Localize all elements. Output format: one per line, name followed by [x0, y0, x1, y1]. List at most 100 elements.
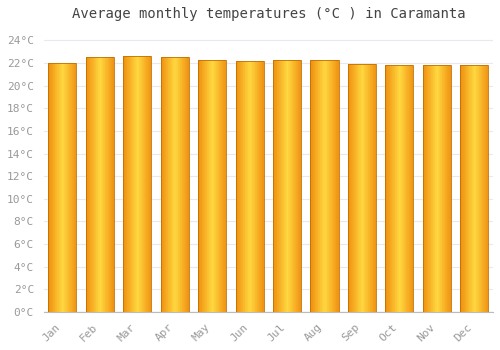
Title: Average monthly temperatures (°C ) in Caramanta: Average monthly temperatures (°C ) in Ca…	[72, 7, 465, 21]
Bar	[436, 65, 437, 312]
Bar	[321, 60, 322, 312]
Bar	[60, 63, 61, 312]
Bar	[186, 57, 188, 312]
Bar	[398, 65, 400, 312]
Bar	[206, 60, 208, 312]
Bar	[410, 65, 412, 312]
Bar	[237, 61, 238, 312]
Bar	[429, 65, 430, 312]
Bar	[179, 57, 180, 312]
Bar	[183, 57, 184, 312]
Bar	[316, 60, 317, 312]
Bar	[427, 65, 428, 312]
Bar	[136, 56, 138, 312]
Bar	[65, 63, 66, 312]
Bar	[242, 61, 244, 312]
Bar	[412, 65, 413, 312]
Bar	[476, 65, 477, 312]
Bar	[71, 63, 72, 312]
Bar	[286, 60, 287, 312]
Bar	[317, 60, 318, 312]
Bar	[167, 57, 168, 312]
Bar	[72, 63, 73, 312]
Bar	[325, 60, 326, 312]
Bar	[182, 57, 183, 312]
Bar	[59, 63, 60, 312]
Bar	[450, 65, 451, 312]
Bar	[129, 56, 130, 312]
Bar	[236, 61, 237, 312]
Bar	[386, 65, 387, 312]
Bar	[300, 60, 301, 312]
Bar	[198, 60, 199, 312]
Bar	[51, 63, 52, 312]
Bar	[294, 60, 295, 312]
Bar	[236, 61, 264, 312]
Bar	[96, 57, 97, 312]
Bar	[289, 60, 290, 312]
Bar	[181, 57, 182, 312]
Bar	[62, 63, 63, 312]
Bar	[357, 64, 358, 312]
Bar	[199, 60, 200, 312]
Bar	[172, 57, 174, 312]
Bar	[358, 64, 359, 312]
Bar	[143, 56, 144, 312]
Bar	[107, 57, 108, 312]
Bar	[88, 57, 90, 312]
Bar	[142, 56, 143, 312]
Bar	[141, 56, 142, 312]
Bar	[247, 61, 248, 312]
Bar	[444, 65, 446, 312]
Bar	[392, 65, 393, 312]
Bar	[296, 60, 297, 312]
Bar	[395, 65, 396, 312]
Bar	[261, 61, 262, 312]
Bar	[198, 60, 226, 312]
Bar	[473, 65, 474, 312]
Bar	[113, 57, 114, 312]
Bar	[332, 60, 333, 312]
Bar	[249, 61, 250, 312]
Bar	[105, 57, 106, 312]
Bar	[290, 60, 292, 312]
Bar	[123, 56, 124, 312]
Bar	[94, 57, 95, 312]
Bar	[446, 65, 448, 312]
Bar	[174, 57, 176, 312]
Bar	[66, 63, 68, 312]
Bar	[135, 56, 136, 312]
Bar	[160, 57, 189, 312]
Bar	[58, 63, 59, 312]
Bar	[68, 63, 70, 312]
Bar	[100, 57, 101, 312]
Bar	[275, 60, 276, 312]
Bar	[124, 56, 126, 312]
Bar	[273, 60, 274, 312]
Bar	[430, 65, 432, 312]
Bar	[331, 60, 332, 312]
Bar	[61, 63, 62, 312]
Bar	[74, 63, 75, 312]
Bar	[319, 60, 320, 312]
Bar	[470, 65, 471, 312]
Bar	[131, 56, 132, 312]
Bar	[360, 64, 362, 312]
Bar	[225, 60, 226, 312]
Bar	[170, 57, 171, 312]
Bar	[437, 65, 438, 312]
Bar	[148, 56, 149, 312]
Bar	[310, 60, 311, 312]
Bar	[259, 61, 260, 312]
Bar	[110, 57, 111, 312]
Bar	[335, 60, 336, 312]
Bar	[334, 60, 335, 312]
Bar	[401, 65, 402, 312]
Bar	[57, 63, 58, 312]
Bar	[439, 65, 440, 312]
Bar	[48, 63, 49, 312]
Bar	[149, 56, 150, 312]
Bar	[460, 65, 461, 312]
Bar	[108, 57, 109, 312]
Bar	[402, 65, 403, 312]
